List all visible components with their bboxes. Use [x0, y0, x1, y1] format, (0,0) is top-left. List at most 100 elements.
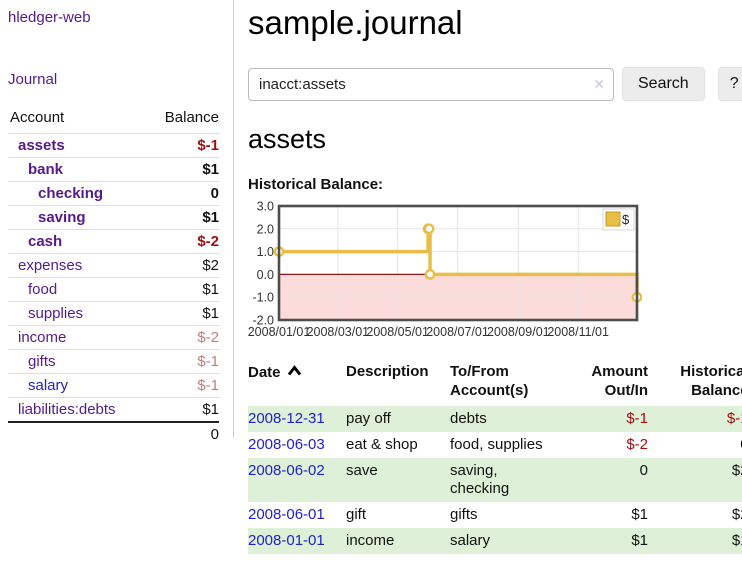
account-row: gifts $-1: [8, 349, 219, 374]
register-tofrom-cell: salary: [450, 532, 491, 549]
register-row: 2008-06-01 gift gifts $1 $2: [248, 502, 742, 528]
register-header-tofrom: To/From Account(s): [450, 363, 529, 399]
register-date-link[interactable]: 2008-06-01: [248, 506, 325, 523]
register-header-date[interactable]: Date: [248, 360, 346, 406]
account-column-header: Account: [10, 109, 65, 126]
account-balance: $-1: [197, 377, 219, 394]
journal-link[interactable]: Journal: [8, 71, 58, 88]
accounts-header-row: Account Balance: [8, 107, 219, 134]
register-amount-cell: $-2: [626, 436, 648, 453]
register-row: 2008-01-01 income salary $1 $1: [248, 528, 742, 554]
chart-label: Historical Balance:: [248, 176, 384, 193]
balance-column-header: Balance: [164, 109, 219, 126]
register-date-cell: 2008-01-01: [248, 528, 346, 554]
sidebar-account-link[interactable]: liabilities:debts: [18, 401, 116, 418]
account-row: cash $-2: [8, 229, 219, 254]
account-name-cell: saving: [8, 206, 148, 230]
sidebar-account-link[interactable]: salary: [28, 377, 69, 394]
account-heading: assets: [248, 124, 327, 154]
sidebar-account-link[interactable]: gifts: [28, 353, 56, 370]
svg-text:$: $: [622, 212, 630, 227]
account-name-cell: expenses: [8, 254, 148, 278]
account-balance: $1: [202, 281, 219, 298]
sidebar-account-link[interactable]: bank: [28, 161, 64, 178]
accounts-total-row: 0: [8, 422, 219, 446]
svg-text:2008/01/01: 2008/01/01: [248, 325, 310, 339]
account-balance: $1: [202, 209, 219, 226]
account-balance: $1: [202, 401, 219, 418]
sidebar-account-link[interactable]: expenses: [18, 257, 83, 274]
svg-text:-1.0: -1.0: [252, 291, 274, 305]
register-tofrom-cell: saving, checking: [450, 462, 510, 497]
historical-balance-chart: $3.0 2.0 1.0 0.0 -1.0 -2.0 2008/01/01 2008/03/0…: [248, 200, 742, 343]
register-date-cell: 2008-06-01: [248, 502, 346, 528]
sidebar-account-link[interactable]: supplies: [28, 305, 84, 322]
register-date-link[interactable]: 2008-06-02: [248, 462, 325, 479]
account-name-cell: liabilities:debts: [8, 398, 148, 423]
svg-text:2008/03/01: 2008/03/01: [307, 325, 370, 339]
date-header-label: Date: [248, 364, 281, 381]
account-name-cell: assets: [8, 134, 148, 158]
register-tofrom-cell: gifts: [450, 506, 478, 523]
register-balance-cell: 0: [650, 432, 742, 458]
register-description-cell: gift: [346, 506, 367, 523]
help-button[interactable]: ?: [717, 67, 742, 101]
account-name-cell: cash: [8, 230, 148, 254]
sidebar-account-link[interactable]: cash: [28, 233, 63, 250]
sidebar-account-link[interactable]: income: [18, 329, 67, 346]
app-title-link[interactable]: hledger-web: [8, 9, 91, 26]
account-balance: $-1: [197, 353, 219, 370]
register-header-row: Date Description To/From Account(s) Amou…: [248, 360, 742, 406]
search-button[interactable]: Search: [622, 67, 705, 101]
register-tofrom-cell: food, supplies: [450, 436, 543, 453]
register-date-link[interactable]: 2008-12-31: [248, 410, 325, 427]
sidebar-account-link[interactable]: assets: [18, 137, 65, 154]
register-description-cell: income: [346, 532, 395, 549]
clear-search-icon[interactable]: ✕: [593, 75, 605, 92]
sidebar-account-link[interactable]: food: [28, 281, 58, 298]
svg-text:2008/11/01: 2008/11/01: [547, 325, 609, 339]
register-header-amount: Amount Out/In: [591, 363, 648, 399]
account-name-cell: checking: [8, 182, 148, 206]
account-balance: $1: [202, 305, 219, 322]
account-row: income $-2: [8, 325, 219, 350]
account-row: expenses $2: [8, 253, 219, 278]
page-title: sample.journal: [248, 4, 463, 41]
svg-text:2.0: 2.0: [257, 222, 274, 236]
account-balance: $2: [202, 257, 219, 274]
register-amount-cell: 0: [639, 462, 648, 479]
account-name-cell: income: [8, 326, 148, 350]
svg-text:0.0: 0.0: [257, 268, 274, 282]
register-date-link[interactable]: 2008-06-03: [248, 436, 325, 453]
total-spacer: [8, 422, 148, 446]
search-input[interactable]: [248, 67, 614, 101]
register-date-cell: 2008-06-02: [248, 458, 346, 502]
register-row: 2008-06-02 save saving, checking 0 $2: [248, 458, 742, 502]
account-row: assets $-1: [8, 133, 219, 158]
account-balance: 0: [210, 185, 219, 202]
journal-nav: Journal: [8, 71, 234, 88]
sidebar-account-link[interactable]: saving: [38, 209, 86, 226]
svg-text:1.0: 1.0: [257, 245, 274, 259]
register-amount-cell: $-1: [626, 410, 648, 427]
search-row: ✕ Search ?: [248, 67, 742, 101]
sidebar: hledger-web Journal Account Balance asse…: [0, 0, 234, 582]
register-row: 2008-12-31 pay off debts $-1 $-1: [248, 406, 742, 432]
sidebar-account-link[interactable]: checking: [38, 185, 104, 202]
register-date-link[interactable]: 2008-01-01: [248, 532, 325, 549]
account-name-cell: food: [8, 278, 148, 302]
register-header-balance: Historical Balance: [680, 363, 742, 399]
account-row: salary $-1: [8, 373, 219, 398]
register-description-cell: save: [346, 462, 378, 479]
account-balance: $-2: [197, 233, 219, 250]
account-name-cell: gifts: [8, 350, 148, 374]
chart-svg: $3.0 2.0 1.0 0.0 -1.0 -2.02008/01/012008/03/0…: [248, 200, 642, 339]
register-date-cell: 2008-12-31: [248, 406, 346, 432]
app-title: hledger-web: [8, 9, 234, 26]
register-balance-cell: $-1: [726, 410, 742, 427]
account-row: supplies $1: [8, 301, 219, 326]
svg-text:-2.0: -2.0: [252, 314, 274, 328]
register-description-cell: eat & shop: [346, 436, 418, 453]
main-content: sample.journal ✕ Search ? assets Histori…: [234, 0, 742, 582]
